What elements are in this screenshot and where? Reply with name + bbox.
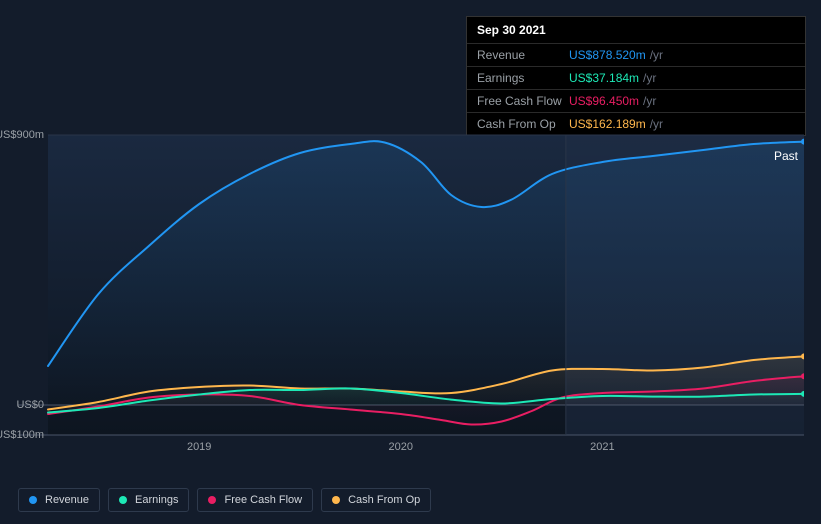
legend-item[interactable]: Cash From Op (321, 488, 431, 512)
chart-container: Sep 30 2021 RevenueUS$878.520m/yrEarning… (0, 0, 821, 524)
tooltip-date: Sep 30 2021 (467, 17, 805, 44)
legend-swatch (29, 496, 37, 504)
legend-swatch (208, 496, 216, 504)
tooltip-row-label: Revenue (477, 48, 569, 62)
tooltip-row-unit: /yr (643, 94, 656, 108)
legend-swatch (332, 496, 340, 504)
chart-legend: Revenue Earnings Free Cash Flow Cash From O… (18, 488, 431, 512)
tooltip-row-unit: /yr (650, 48, 663, 62)
tooltip-rows: RevenueUS$878.520m/yrEarningsUS$37.184m/… (467, 44, 805, 135)
tooltip-row-label: Free Cash Flow (477, 94, 569, 108)
tooltip-row-value: US$878.520m (569, 48, 646, 62)
legend-label: Earnings (135, 494, 178, 506)
x-tick-label: 2019 (187, 435, 211, 453)
legend-item[interactable]: Revenue (18, 488, 100, 512)
tooltip-row: EarningsUS$37.184m/yr (467, 67, 805, 90)
y-tick-label: US$0 (16, 399, 48, 411)
tooltip-row-value: US$37.184m (569, 71, 639, 85)
chart-svg (18, 125, 804, 445)
x-tick-label: 2020 (389, 435, 413, 453)
chart-plot-area[interactable]: US$900mUS$0-US$100m 201920202021 Past (18, 125, 804, 445)
past-label: Past (774, 149, 798, 163)
tooltip-row-unit: /yr (643, 71, 656, 85)
y-tick-label: -US$100m (0, 429, 48, 441)
tooltip-row-label: Earnings (477, 71, 569, 85)
tooltip-row: Free Cash FlowUS$96.450m/yr (467, 90, 805, 113)
legend-swatch (119, 496, 127, 504)
legend-label: Cash From Op (348, 494, 420, 506)
legend-label: Free Cash Flow (224, 494, 302, 506)
y-tick-label: US$900m (0, 129, 48, 141)
tooltip-row: RevenueUS$878.520m/yr (467, 44, 805, 67)
legend-item[interactable]: Free Cash Flow (197, 488, 313, 512)
tooltip-box: Sep 30 2021 RevenueUS$878.520m/yrEarning… (466, 16, 806, 136)
x-tick-label: 2021 (590, 435, 614, 453)
legend-item[interactable]: Earnings (108, 488, 189, 512)
legend-label: Revenue (45, 494, 89, 506)
tooltip-row-value: US$96.450m (569, 94, 639, 108)
